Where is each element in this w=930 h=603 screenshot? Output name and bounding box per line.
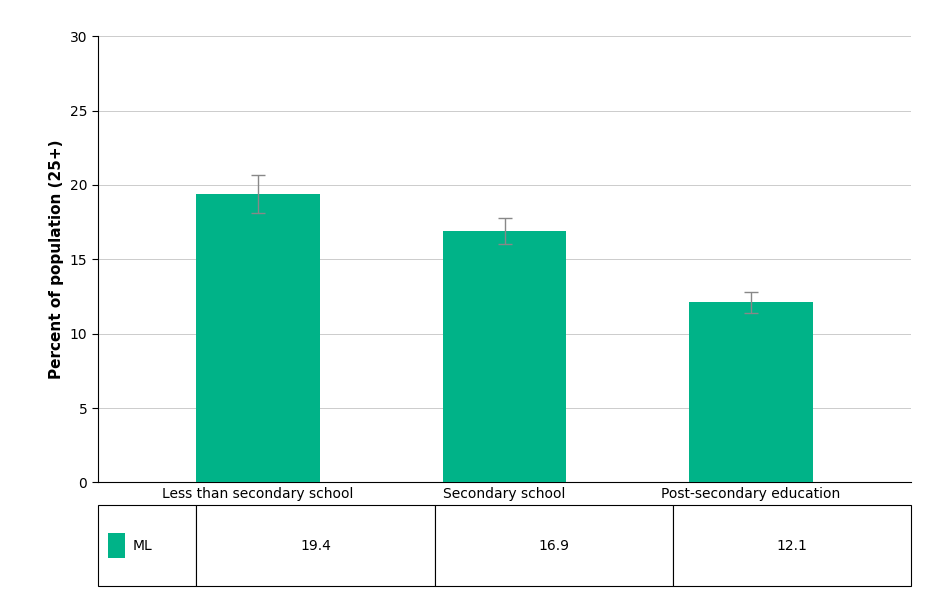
Text: 12.1: 12.1: [777, 538, 807, 552]
Bar: [689, 303, 813, 482]
Y-axis label: Percent of population (25+): Percent of population (25+): [49, 139, 64, 379]
Bar: [196, 194, 320, 482]
Bar: [673, 505, 911, 586]
Bar: [443, 231, 566, 482]
Text: ML: ML: [132, 538, 152, 552]
Bar: [98, 505, 196, 586]
Bar: [434, 505, 673, 586]
Bar: [108, 534, 126, 558]
Text: 19.4: 19.4: [300, 538, 331, 552]
Bar: [196, 505, 434, 586]
Text: 16.9: 16.9: [538, 538, 569, 552]
